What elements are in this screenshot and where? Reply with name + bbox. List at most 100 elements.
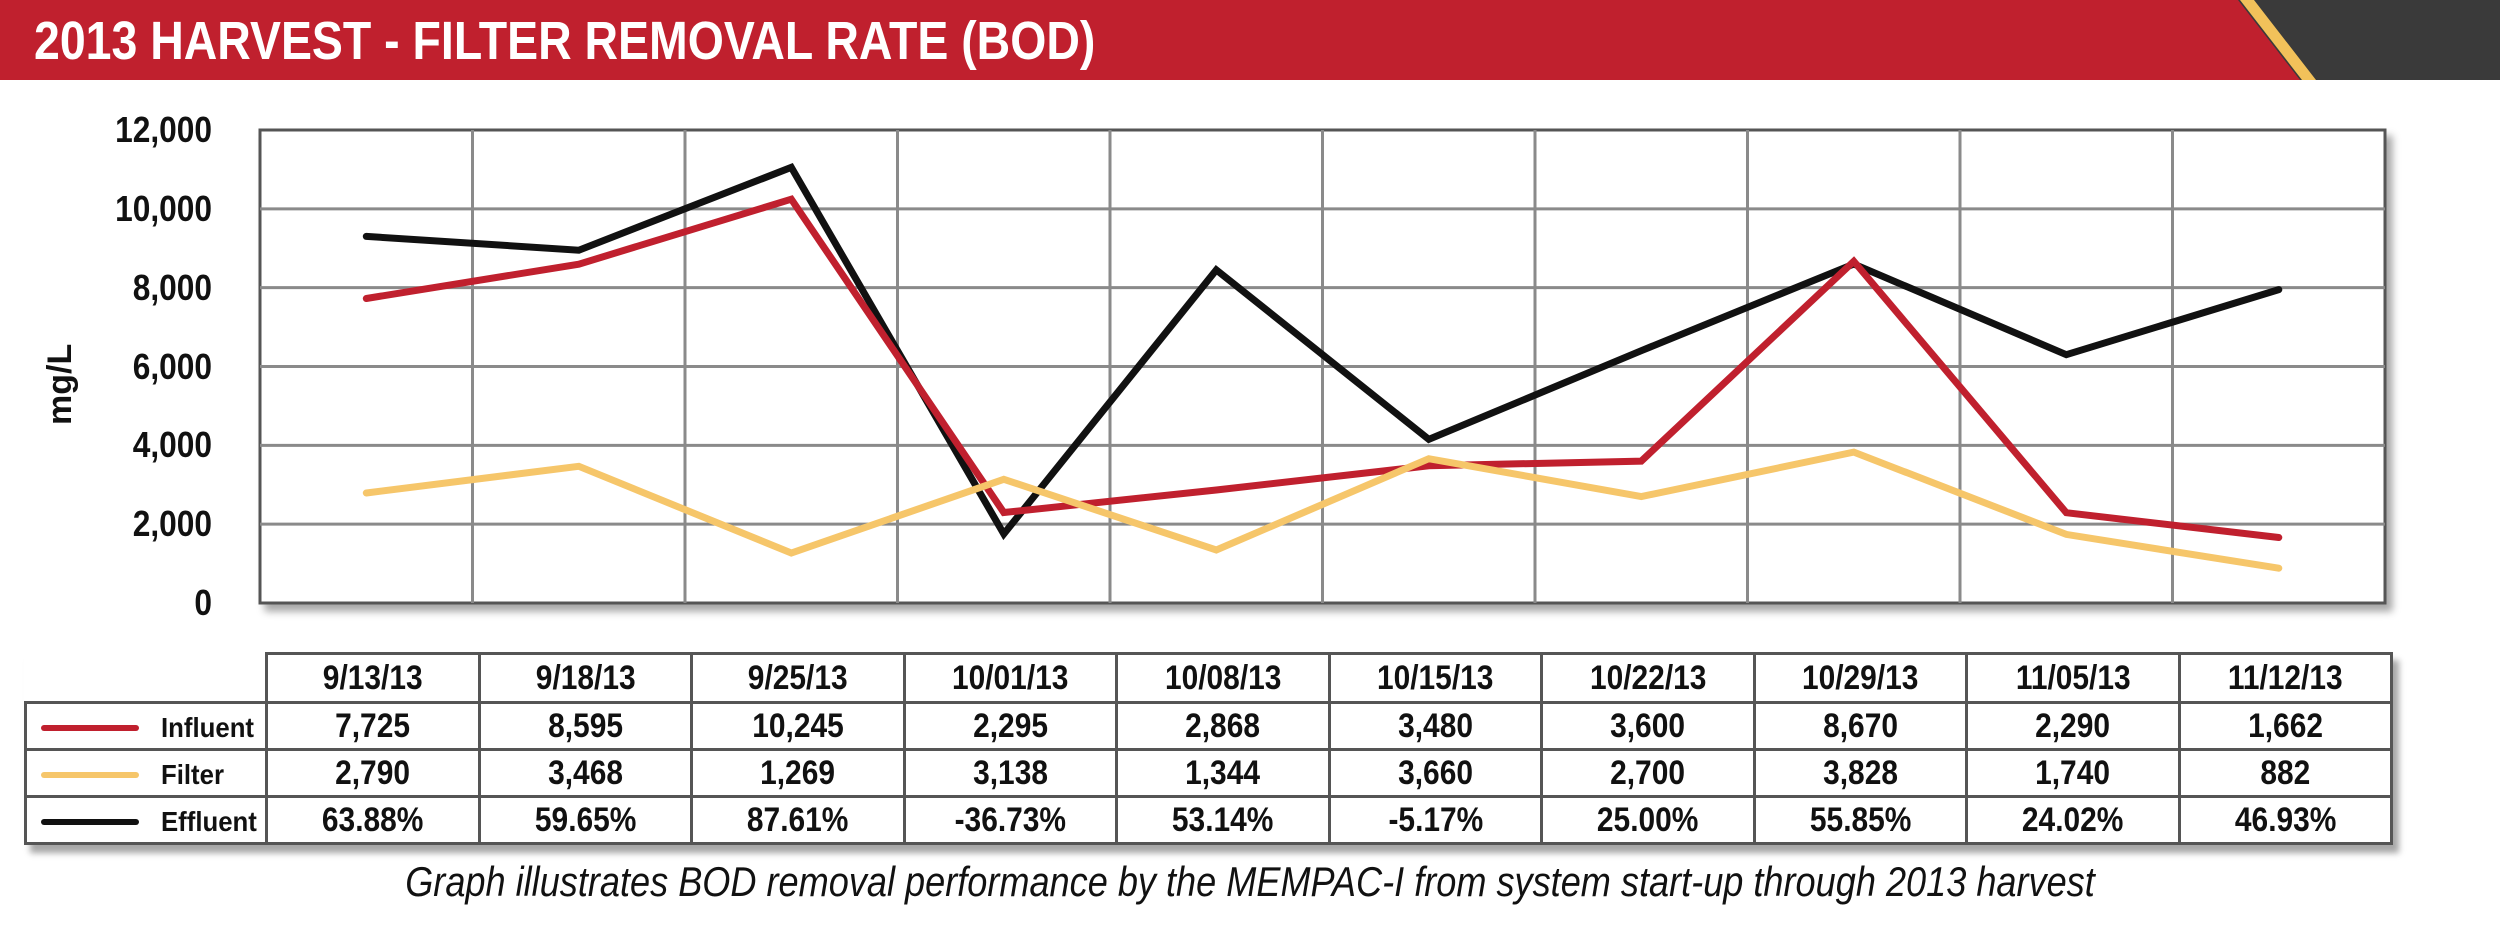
table-cell: 87.61% [690,795,906,845]
data-label: 3,828 [1823,753,1898,792]
table-cell: 3,138 [902,748,1119,798]
data-label: 8,595 [548,706,623,745]
table-cell: 3,468 [477,748,694,798]
table-cell: 55.85% [1752,795,1969,845]
chart-caption: Graph illustrates BOD removal performanc… [405,858,2095,905]
data-label: 46.93% [2234,800,2337,839]
data-label: 55.85% [1809,800,1912,839]
table-cell: 25.00% [1540,795,1756,845]
table-cell: 2,700 [1540,748,1756,798]
data-label: 2,290 [2035,706,2111,745]
y-tick-label: 12,000 [115,109,212,150]
table-cell: 882 [2177,748,2394,798]
table-cell: 3,828 [1752,748,1969,798]
legend-swatch [41,818,139,825]
table-date-header: 10/08/13 [1115,652,1331,704]
table-cell: 2,868 [1115,701,1331,751]
table-cell: 8,670 [1752,701,1969,751]
legend-entry-effluent: Effluent [23,795,269,845]
line-chart [258,128,2387,605]
data-label: 8,670 [1823,706,1898,745]
y-tick-label: 2,000 [132,503,212,545]
data-label: 2,700 [1610,753,1686,792]
data-label: 24.02% [2022,800,2124,839]
series-line-filter [362,448,2283,572]
data-label: 7,725 [335,706,411,745]
data-label: 87.61% [747,800,849,839]
table-date-header: 10/22/13 [1540,652,1756,704]
date-label: 10/29/13 [1802,658,1919,697]
table-date-header: 10/29/13 [1752,652,1969,704]
data-label: 1,344 [1185,753,1261,792]
date-label: 11/05/13 [2015,658,2131,697]
table-cell: 1,269 [690,748,906,798]
data-label: 63.88% [322,800,424,839]
data-label: -36.73% [954,800,1067,839]
date-label: 10/01/13 [952,658,1069,697]
series-lines [362,163,2283,572]
data-label: 25.00% [1597,800,1699,839]
data-label: 3,480 [1398,706,1473,745]
table-row-filter: Filter 2,790 3,468 1,269 3,138 1,344 3,660 2,70… [23,748,2394,798]
data-label: 1,662 [2248,706,2323,745]
date-label: 10/15/13 [1377,658,1494,697]
data-label: 3,138 [973,753,1048,792]
table-date-header: 10/01/13 [902,652,1119,704]
y-tick-label: 4,000 [132,424,212,466]
table-cell: 8,595 [477,701,694,751]
legend-label: Effluent [161,805,257,837]
legend-label: Filter [161,758,224,790]
table-cell: 2,790 [265,748,481,798]
table-cell: 10,245 [690,701,906,751]
table-cell: 2,290 [1965,701,2181,751]
table-date-header: 10/15/13 [1327,652,1544,704]
table-date-header: 9/18/13 [477,652,694,704]
data-label: 10,245 [752,706,844,745]
table-cell: 53.14% [1115,795,1331,845]
table-cell: 1,740 [1965,748,2181,798]
date-label: 10/08/13 [1164,658,1282,697]
y-tick-label: 0 [194,582,212,623]
date-label: 9/18/13 [535,658,636,697]
table-row-effluent: Effluent 63.88% 59.65% 87.61% -36.73% 53.14% -… [23,795,2394,845]
table-cell: 24.02% [1965,795,2181,845]
series-line-effluent [362,163,2283,541]
table-row-influent: Influent 7,725 8,595 10,245 2,295 2,868 3,480 3… [23,701,2394,751]
table-cell: 63.88% [265,795,481,845]
data-table: 9/13/13 9/18/13 9/25/13 10/01/13 10/08/13 10/… [23,652,2394,845]
table-cell: 3,600 [1540,701,1756,751]
data-label: 2,868 [1185,706,1261,745]
chart-title: 2013 HARVEST - FILTER REMOVAL RATE (BOD) [34,11,1096,71]
table-cell: 3,660 [1327,748,1544,798]
table-cell: 1,344 [1115,748,1331,798]
table-date-header: 9/25/13 [690,652,906,704]
y-tick-label: 8,000 [132,266,212,308]
date-label: 9/13/13 [323,658,423,697]
y-tick-label: 6,000 [132,345,212,387]
table-cell: 3,480 [1327,701,1544,751]
legend-swatch [41,771,139,778]
data-label: 3,468 [548,753,623,792]
legend-swatch [41,724,139,731]
date-label: 9/25/13 [748,658,848,697]
table-date-header: 11/12/13 [2177,652,2394,704]
data-label: 3,660 [1398,753,1473,792]
table-cell: 59.65% [477,795,694,845]
date-label: 11/12/13 [2228,658,2343,697]
table-cell: -5.17% [1327,795,1544,845]
data-label: 2,790 [335,753,411,792]
table-date-header: 9/13/13 [265,652,481,704]
legend-label: Influent [161,711,255,743]
data-label: 1,269 [760,753,836,792]
header-background [0,0,2500,80]
table-cell: 7,725 [265,701,481,751]
table-cell: -36.73% [902,795,1119,845]
table-cell: 2,295 [902,701,1119,751]
data-label: 53.14% [1172,800,1274,839]
series-line-influent [362,195,2283,541]
data-label: -5.17% [1388,800,1483,839]
table-corner [25,653,269,704]
table-date-header: 11/05/13 [1965,652,2181,704]
data-label: 882 [2260,753,2311,792]
data-label: 2,295 [973,706,1048,745]
